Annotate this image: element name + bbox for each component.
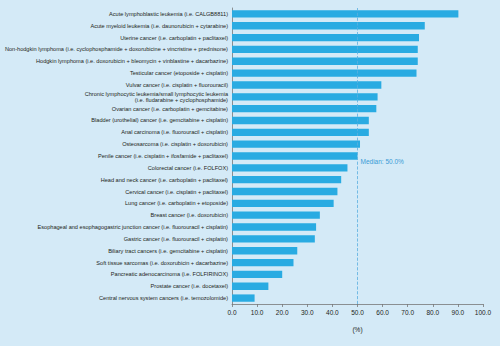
svg-text:0.0: 0.0 [227,309,236,316]
svg-text:Colorectal cancer (i.e. FOLFOX: Colorectal cancer (i.e. FOLFOX) [148,165,228,171]
svg-text:Cervical cancer (i.e. cisplati: Cervical cancer (i.e. cisplatin + paclit… [125,189,228,195]
svg-text:Vulvar cancer (i.e. cisplatin: Vulvar cancer (i.e. cisplatin + fluorour… [126,82,228,88]
svg-text:Gastric cancer (i.e. fluoroura: Gastric cancer (i.e. fluorouracil + cisp… [124,236,228,242]
svg-text:Uterine cancer (i.e. carboplat: Uterine cancer (i.e. carboplatin + pacli… [120,35,228,41]
svg-text:70.0: 70.0 [401,309,414,316]
svg-text:Hodgkin lymphoma (i.e. doxorub: Hodgkin lymphoma (i.e. doxorubicin + ble… [36,58,228,64]
svg-text:Acute myeloid leukemia (i.e. d: Acute myeloid leukemia (i.e. daunorubici… [90,23,228,29]
svg-text:Pancreatic adenocarcinoma (i.e: Pancreatic adenocarcinoma (i.e. FOLFIRIN… [111,271,228,277]
svg-text:Non-hodgkin lymphoma (i.e. cyc: Non-hodgkin lymphoma (i.e. cyclophospham… [5,46,228,52]
svg-text:30.0: 30.0 [301,309,314,316]
svg-text:Breast cancer (i.e. doxorubici: Breast cancer (i.e. doxorubicin) [151,212,229,218]
svg-text:(%): (%) [352,326,362,334]
svg-text:(i.e. fludarabine + cyclophosp: (i.e. fludarabine + cyclophosphamide) [135,97,228,103]
svg-text:Soft tissue sarcomas (i.e. dox: Soft tissue sarcomas (i.e. doxorubicin +… [96,260,228,266]
svg-text:60.0: 60.0 [376,309,389,316]
svg-text:Esophageal and esophagogastric: Esophageal and esophagogastric junction … [38,224,229,230]
svg-text:Head and neck cancer (i.e. car: Head and neck cancer (i.e. carboplatin +… [101,177,228,183]
svg-text:100.0: 100.0 [475,309,492,316]
svg-text:40.0: 40.0 [326,309,339,316]
svg-text:Prostate cancer (i.e. docetaxe: Prostate cancer (i.e. docetaxel) [151,283,229,289]
svg-text:10.0: 10.0 [251,309,264,316]
svg-text:20.0: 20.0 [276,309,289,316]
svg-text:Chronic lymphocytic leukemia/s: Chronic lymphocytic leukemia/small lymph… [85,91,229,97]
svg-text:Biliary tract cancers (i.e. ge: Biliary tract cancers (i.e. gemcitabine … [108,248,228,254]
svg-text:90.0: 90.0 [452,309,465,316]
svg-text:Anal carcinoma (i.e. fluoroura: Anal carcinoma (i.e. fluorouracil + cisp… [121,129,228,135]
svg-text:Central nervous system cancers: Central nervous system cancers (i.e. tem… [99,295,228,301]
svg-text:Ovarian cancer (i.e. carboplat: Ovarian cancer (i.e. carboplatin + gemci… [112,106,228,112]
svg-text:Median: 50.0%: Median: 50.0% [361,158,405,165]
svg-text:80.0: 80.0 [426,309,439,316]
svg-text:Penile cancer (i.e. cisplatin: Penile cancer (i.e. cisplatin + ifosfami… [98,153,228,159]
svg-text:Bladder (urothelial) cancer (i: Bladder (urothelial) cancer (i.e. gemcit… [91,117,228,123]
svg-text:50.0: 50.0 [351,309,364,316]
svg-text:Lung cancer (i.e. carboplatin: Lung cancer (i.e. carboplatin + etoposid… [125,200,228,206]
svg-text:Osteosarcoma (i.e. cisplatin +: Osteosarcoma (i.e. cisplatin + doxorubic… [122,141,228,147]
svg-text:Acute lymphoblastic leukemia (: Acute lymphoblastic leukemia (i.e. CALGB… [109,11,228,17]
svg-text:Testicular cancer (etoposide +: Testicular cancer (etoposide + cisplatin… [130,70,228,76]
